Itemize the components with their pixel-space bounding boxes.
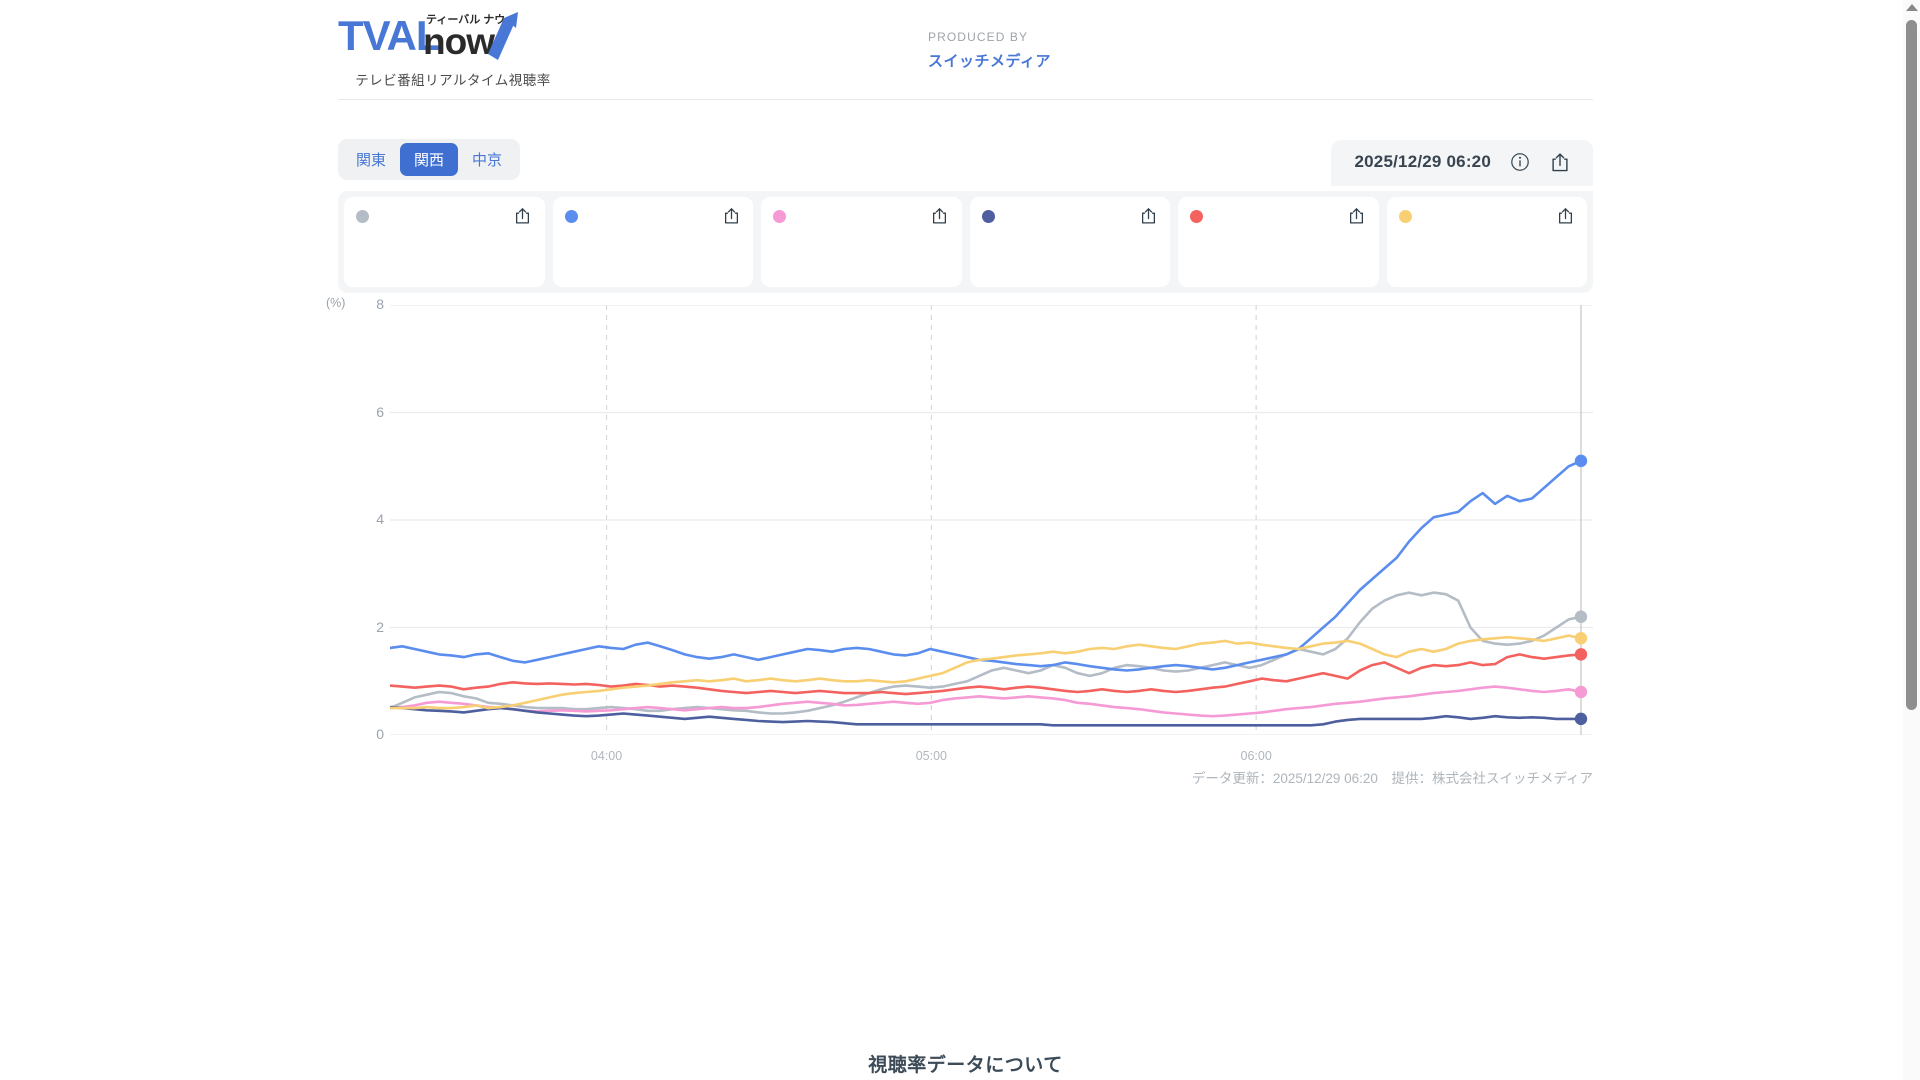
chart-lines-svg — [388, 304, 1593, 736]
channel-color-dot — [1190, 209, 1203, 223]
chart-footnote: データ更新：2025/12/29 06:20 提供：株式会社スイッチメディア — [1191, 771, 1593, 786]
svg-text:TVAL: TVAL — [338, 12, 441, 59]
series-end-point[interactable] — [1574, 648, 1588, 661]
chart-series-line — [388, 653, 1583, 696]
share-upload-icon[interactable] — [1549, 151, 1571, 173]
channel-card-header — [564, 206, 742, 226]
timestamp-value: 2025/12/29 06:20 — [1354, 152, 1491, 171]
y-axis-unit-label: (%) — [326, 296, 346, 310]
share-upload-icon[interactable] — [1347, 206, 1367, 226]
share-upload-icon[interactable] — [1555, 206, 1575, 226]
share-upload-icon[interactable] — [1138, 206, 1158, 226]
x-axis-tick: 05:00 — [915, 749, 947, 763]
channel-card-header — [1190, 206, 1367, 226]
logo-tagline: テレビ番組リアルタイム視聴率 — [355, 73, 551, 88]
channel-card[interactable] — [1386, 197, 1587, 287]
svg-text:ティーバル ナウ: ティーバル ナウ — [426, 13, 505, 26]
channel-rating — [773, 232, 950, 259]
chart-series-line — [388, 634, 1583, 710]
channel-rating — [982, 232, 1159, 259]
ratings-chart: (%) 0 2 4 6 8 04:00 05:00 06:00 データ更新：2025/12/… — [326, 296, 1593, 795]
chart-series-line — [388, 705, 1583, 727]
produced-by-block: PRODUCED BY スイッチメディア — [928, 30, 1051, 71]
x-axis-tick: 04:00 — [590, 749, 623, 763]
channel-card-header — [1398, 206, 1576, 226]
channel-card-header — [981, 206, 1159, 226]
site-header: TVAL now ティーバル ナウ テレビ番組リアルタイム視聴率 PRODUCE… — [338, 0, 1593, 100]
channel-card[interactable] — [344, 197, 545, 287]
timestamp-bar: 2025/12/29 06:20 — [1330, 140, 1593, 186]
info-circle-icon[interactable] — [1509, 151, 1531, 173]
channel-rating — [565, 232, 742, 259]
channel-card[interactable] — [969, 197, 1170, 287]
page-scrollbar[interactable] — [1903, 0, 1920, 1080]
scrollbar-up-arrow-icon[interactable] — [1906, 4, 1918, 11]
produced-by-name[interactable]: スイッチメディア — [928, 53, 1051, 70]
channel-color-dot — [981, 209, 995, 223]
share-upload-icon[interactable] — [513, 206, 533, 226]
scrollbar-thumb[interactable] — [1906, 20, 1917, 710]
channel-card[interactable] — [761, 197, 962, 287]
y-axis-tick: 8 — [376, 296, 384, 312]
channel-card[interactable] — [1178, 197, 1379, 287]
produced-by-label: PRODUCED BY — [928, 30, 1029, 44]
region-tab-kansai[interactable]: 関西 — [400, 143, 459, 176]
series-end-point[interactable] — [1574, 712, 1588, 726]
chart-series-line — [388, 459, 1583, 672]
region-tab-kanto[interactable]: 関東 — [356, 152, 387, 169]
channel-rating — [356, 232, 533, 259]
y-axis-tick: 2 — [376, 618, 384, 635]
share-upload-icon[interactable] — [721, 206, 741, 226]
chart-series-line — [388, 685, 1583, 718]
series-end-point[interactable] — [1574, 454, 1588, 468]
series-end-point[interactable] — [1574, 632, 1588, 645]
share-upload-icon[interactable] — [930, 206, 950, 226]
channel-card-strip — [338, 191, 1593, 293]
series-end-point[interactable] — [1574, 610, 1588, 623]
y-axis-tick: 4 — [376, 511, 384, 527]
x-axis-tick: 06:00 — [1240, 749, 1272, 763]
channel-card-header — [356, 206, 533, 226]
region-tab-chukyo[interactable]: 中京 — [472, 152, 503, 169]
series-end-point[interactable] — [1574, 685, 1588, 699]
tvalnow-logo-icon: TVAL now ティーバル ナウ — [338, 12, 518, 62]
chart-series-line — [388, 591, 1583, 715]
channel-color-dot — [356, 209, 369, 223]
channel-color-dot — [773, 209, 786, 223]
bottom-section-title: 視聴率データについて — [868, 1055, 1063, 1076]
channel-rating — [1190, 232, 1367, 259]
channel-color-dot — [1398, 209, 1412, 223]
y-axis-tick: 0 — [376, 726, 384, 742]
channel-card[interactable] — [552, 197, 753, 287]
y-axis: 0 2 4 6 8 — [338, 296, 384, 742]
channel-rating — [1399, 232, 1576, 259]
chart-plot-area[interactable] — [388, 304, 1593, 736]
y-axis-tick: 6 — [376, 403, 384, 420]
region-tab-group: 関東 関西 中京 — [338, 139, 521, 180]
channel-card-header — [773, 206, 950, 226]
content-container: TVAL now ティーバル ナウ テレビ番組リアルタイム視聴率 PRODUCE… — [326, 0, 1593, 1080]
channel-color-dot — [564, 209, 578, 223]
site-logo[interactable]: TVAL now ティーバル ナウ テレビ番組リアルタイム視聴率 — [338, 10, 568, 89]
svg-text:now: now — [423, 21, 495, 62]
